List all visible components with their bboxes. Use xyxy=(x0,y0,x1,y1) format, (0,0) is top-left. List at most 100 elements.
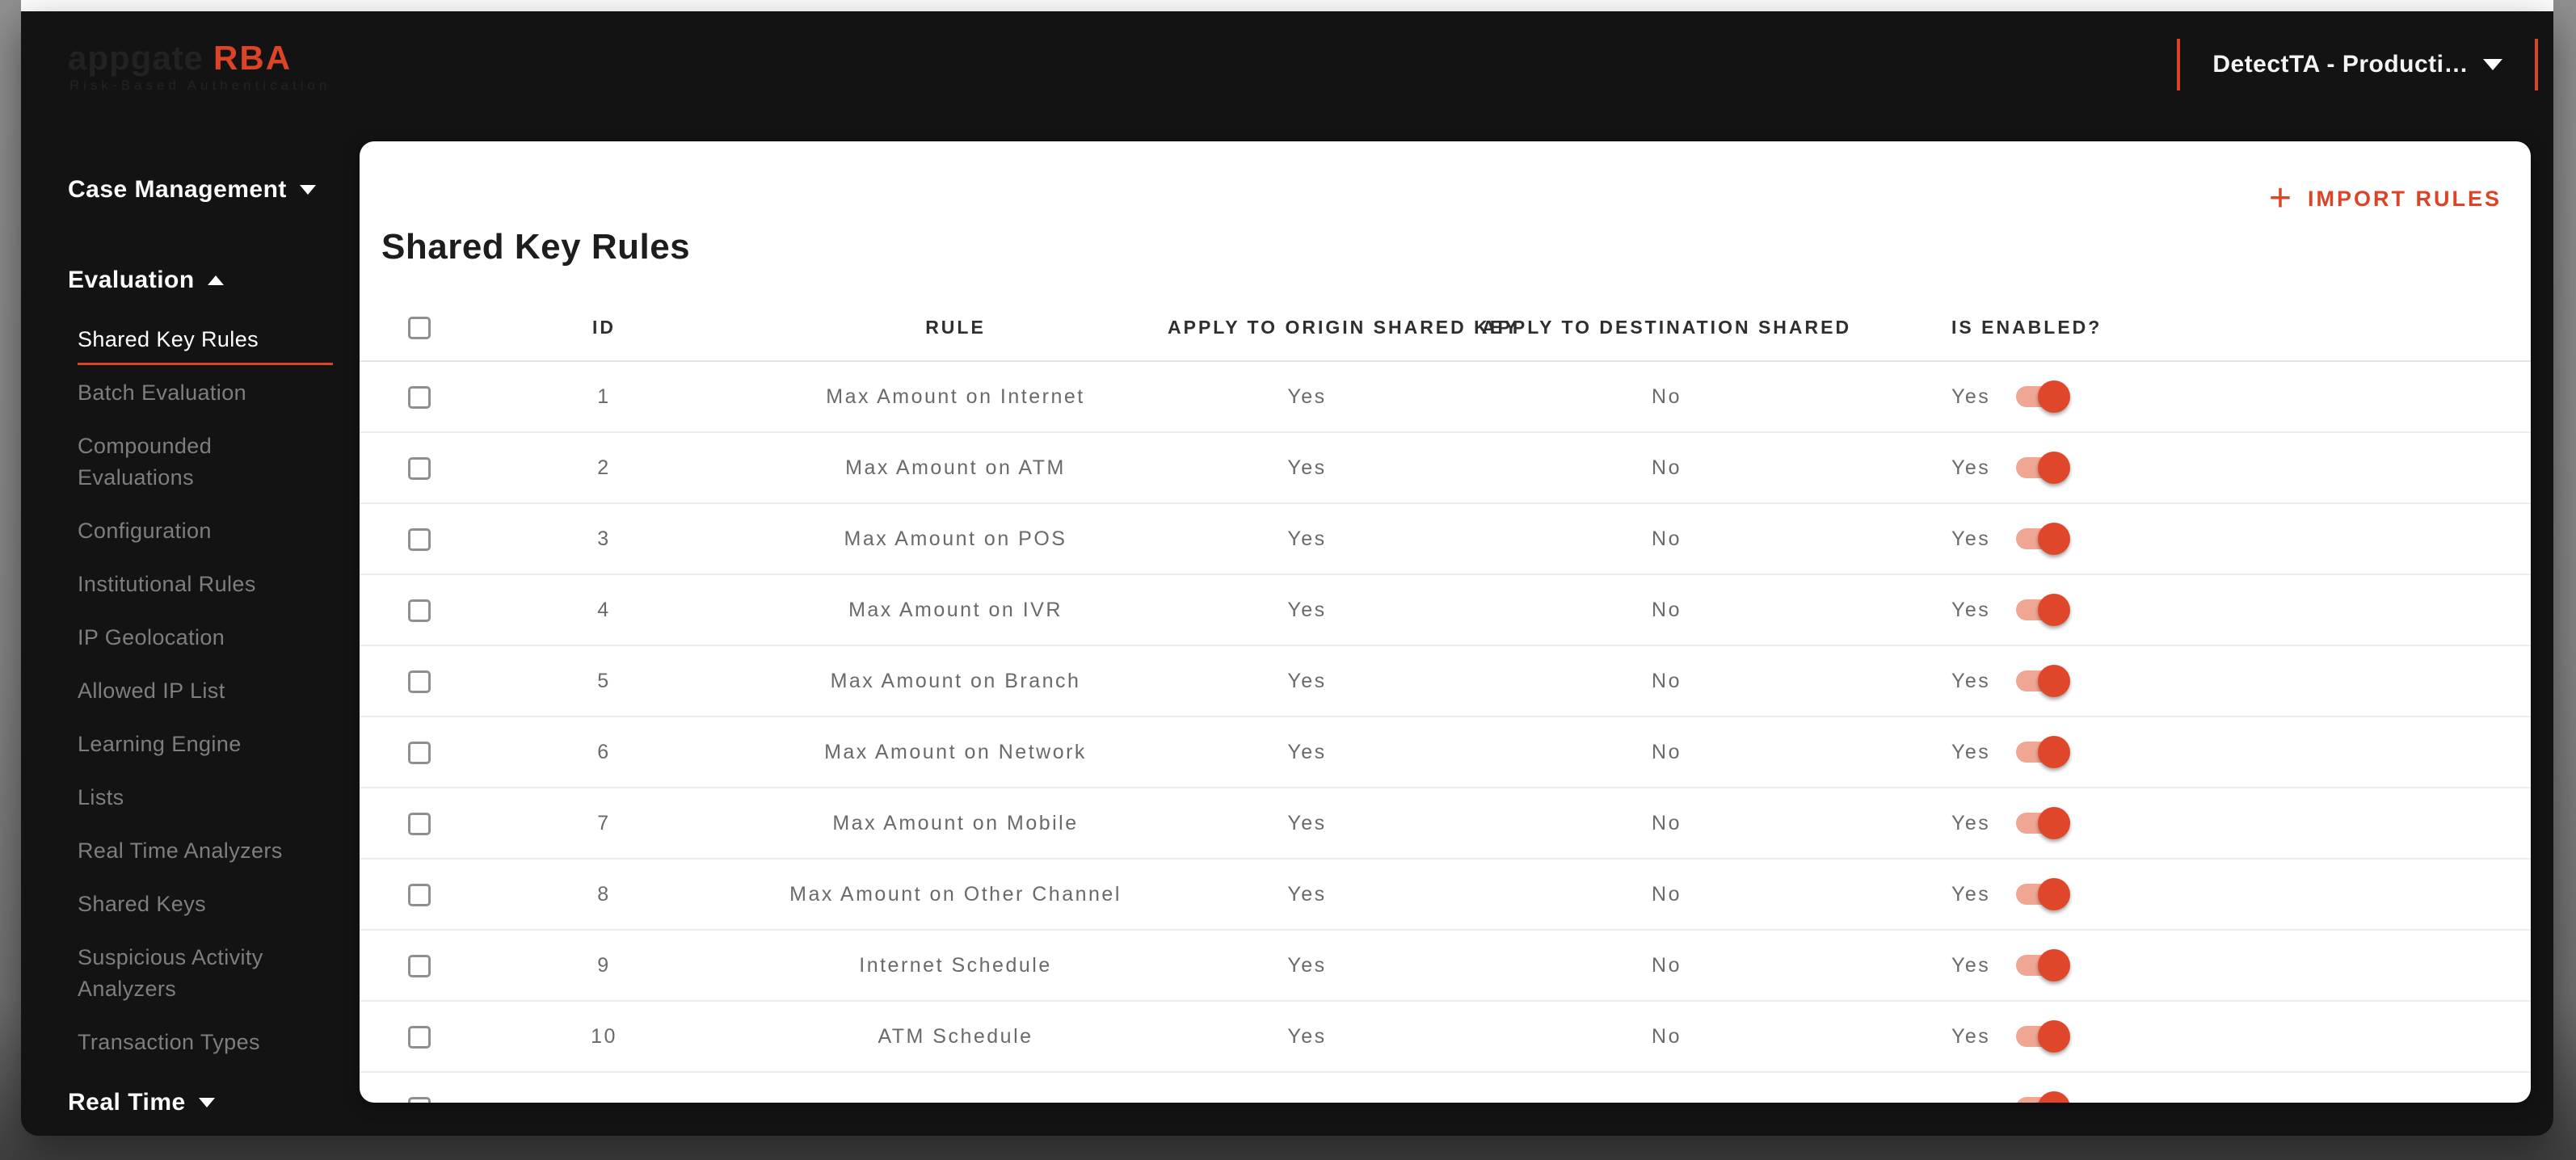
sidebar-item-label: IP Geolocation xyxy=(78,624,225,649)
enabled-toggle[interactable] xyxy=(2016,380,2070,413)
sidebar-section-label: Case Management xyxy=(68,176,287,203)
enabled-value-label: Yes xyxy=(1951,527,1991,550)
sidebar-item-label: Lists xyxy=(78,784,124,809)
cell-origin: Yes xyxy=(1168,432,1446,504)
sidebar-item[interactable]: Suspicious Activity Analyzers xyxy=(21,931,360,1015)
cell-id: 2 xyxy=(465,432,743,504)
cell-destination: No xyxy=(1446,717,1887,788)
sidebar-item-label: Allowed IP List xyxy=(78,678,225,703)
cell-id xyxy=(465,1072,743,1103)
cell-id: 5 xyxy=(465,645,743,717)
cell-origin: Yes xyxy=(1168,717,1446,788)
column-header-rule: RULE xyxy=(743,295,1168,362)
row-checkbox[interactable] xyxy=(408,385,431,409)
cell-id: 10 xyxy=(465,1001,743,1073)
sidebar-item-label: Real Time Analyzers xyxy=(78,838,283,863)
cell-origin: Yes xyxy=(1168,361,1446,433)
enabled-toggle[interactable] xyxy=(2016,736,2070,768)
chevron-down-icon xyxy=(198,1098,215,1107)
cell-destination: No xyxy=(1446,788,1887,859)
main-content-card: IMPORT RULES Shared Key Rules ID RULE AP… xyxy=(360,141,2531,1103)
cell-destination: No xyxy=(1446,503,1887,575)
row-checkbox[interactable] xyxy=(408,812,431,835)
row-checkbox[interactable] xyxy=(408,1096,431,1103)
import-rules-button[interactable]: IMPORT RULES xyxy=(2269,174,2502,224)
cell-origin: Yes xyxy=(1168,503,1446,575)
cell-id: 8 xyxy=(465,859,743,931)
toggle-thumb-icon xyxy=(2038,807,2070,839)
cell-rule: Max Amount on ATM xyxy=(743,432,1168,504)
cell-rule: ATM Schedule xyxy=(743,1001,1168,1073)
sidebar-item-label: Batch Evaluation xyxy=(78,380,247,405)
enabled-toggle[interactable] xyxy=(2016,665,2070,697)
sidebar-item[interactable]: Configuration xyxy=(21,504,360,557)
chevron-down-icon xyxy=(2483,59,2502,70)
logo-accent-text: RBA xyxy=(213,39,293,77)
sidebar-item-label: Compounded Evaluations xyxy=(78,433,213,490)
sidebar-item[interactable]: Allowed IP List xyxy=(21,664,360,717)
table-row: 9 Internet Schedule Yes No Yes xyxy=(360,930,2531,1002)
toggle-thumb-icon xyxy=(2038,665,2070,697)
row-checkbox[interactable] xyxy=(408,456,431,480)
sidebar-item[interactable]: Batch Evaluation xyxy=(21,366,360,419)
sidebar-item[interactable]: IP Geolocation xyxy=(21,611,360,664)
enabled-toggle[interactable] xyxy=(2016,1020,2070,1053)
table-row: 1 Max Amount on Internet Yes No Yes xyxy=(360,361,2531,433)
table-row xyxy=(360,1072,2531,1103)
toggle-thumb-icon xyxy=(2038,1091,2070,1103)
sidebar-item[interactable]: Real Time Analyzers xyxy=(21,824,360,877)
sidebar-item[interactable]: Shared Keys xyxy=(21,877,360,931)
sidebar-item[interactable]: Transaction Types xyxy=(21,1015,360,1069)
enabled-toggle[interactable] xyxy=(2016,1091,2070,1103)
sidebar-item-label: Shared Keys xyxy=(78,891,206,916)
row-checkbox[interactable] xyxy=(408,527,431,551)
enabled-toggle[interactable] xyxy=(2016,594,2070,626)
table-row: 6 Max Amount on Network Yes No Yes xyxy=(360,717,2531,788)
row-checkbox[interactable] xyxy=(408,670,431,693)
cell-destination: No xyxy=(1446,1001,1887,1073)
sidebar-section-real-time[interactable]: Real Time xyxy=(68,1082,215,1123)
enabled-toggle[interactable] xyxy=(2016,807,2070,839)
cell-rule: Max Amount on Internet xyxy=(743,361,1168,433)
enabled-toggle[interactable] xyxy=(2016,949,2070,981)
enabled-toggle[interactable] xyxy=(2016,878,2070,910)
enabled-toggle[interactable] xyxy=(2016,523,2070,555)
toggle-thumb-icon xyxy=(2038,380,2070,413)
table-row: 5 Max Amount on Branch Yes No Yes xyxy=(360,645,2531,717)
cell-id: 4 xyxy=(465,574,743,646)
column-header-destination: APPLY TO DESTINATION SHARED xyxy=(1446,295,1887,362)
cell-origin: Yes xyxy=(1168,930,1446,1002)
sidebar-item-label: Learning Engine xyxy=(78,731,242,756)
column-header-id: ID xyxy=(465,295,743,362)
select-all-checkbox[interactable] xyxy=(408,316,431,339)
toggle-thumb-icon xyxy=(2038,594,2070,626)
cell-rule: Max Amount on Other Channel xyxy=(743,859,1168,931)
row-checkbox[interactable] xyxy=(408,883,431,906)
table-row: 4 Max Amount on IVR Yes No Yes xyxy=(360,574,2531,646)
environment-dropdown[interactable]: DetectTA - Producti… xyxy=(2177,39,2538,90)
sidebar-item[interactable]: Compounded Evaluations xyxy=(21,419,360,504)
sidebar-section-evaluation[interactable]: Evaluation xyxy=(68,260,224,301)
sidebar-section-case-management[interactable]: Case Management xyxy=(68,170,316,210)
sidebar-item-label: Shared Key Rules xyxy=(78,324,334,365)
toggle-thumb-icon xyxy=(2038,878,2070,910)
enabled-toggle[interactable] xyxy=(2016,452,2070,484)
column-header-origin: APPLY TO ORIGIN SHARED KEY xyxy=(1168,295,1517,362)
row-checkbox[interactable] xyxy=(408,1025,431,1049)
enabled-value-label: Yes xyxy=(1951,1024,1991,1048)
table-row: 2 Max Amount on ATM Yes No Yes xyxy=(360,432,2531,504)
sidebar-item-label: Institutional Rules xyxy=(78,571,256,596)
toggle-thumb-icon xyxy=(2038,1020,2070,1053)
row-checkbox[interactable] xyxy=(408,741,431,764)
app-logo: appgate RBA xyxy=(68,40,292,84)
logo-primary-text: appgate xyxy=(68,39,204,77)
row-checkbox[interactable] xyxy=(408,599,431,622)
sidebar-item[interactable]: Lists xyxy=(21,771,360,824)
sidebar-item[interactable]: Shared Key Rules xyxy=(21,313,360,366)
sidebar-item[interactable]: Institutional Rules xyxy=(21,557,360,611)
row-checkbox[interactable] xyxy=(408,954,431,977)
cell-origin: Yes xyxy=(1168,1001,1446,1073)
sidebar-item[interactable]: Learning Engine xyxy=(21,717,360,771)
table-header-row: ID RULE APPLY TO ORIGIN SHARED KEY APPLY… xyxy=(360,295,2531,362)
cell-id: 6 xyxy=(465,717,743,788)
